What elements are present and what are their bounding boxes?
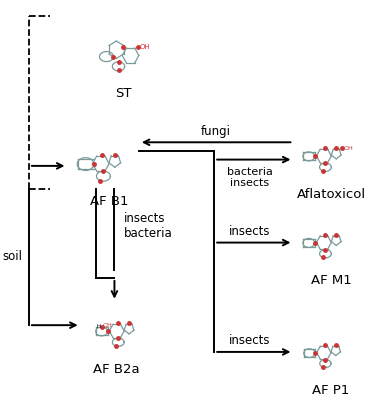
Text: insects
bacteria: insects bacteria bbox=[124, 212, 172, 240]
Text: ST: ST bbox=[116, 87, 132, 100]
Text: insects: insects bbox=[229, 225, 271, 238]
Text: bacteria
insects: bacteria insects bbox=[227, 167, 273, 188]
Text: fungi: fungi bbox=[201, 124, 231, 138]
Text: AF M1: AF M1 bbox=[311, 274, 351, 287]
Text: OH: OH bbox=[139, 44, 150, 50]
Text: OH: OH bbox=[343, 146, 353, 151]
Text: AF B1: AF B1 bbox=[89, 195, 128, 208]
Text: soil: soil bbox=[2, 250, 22, 263]
Text: AF P1: AF P1 bbox=[312, 384, 350, 397]
Text: Aflatoxicol: Aflatoxicol bbox=[296, 188, 366, 200]
Text: insects: insects bbox=[229, 334, 271, 347]
Text: OH: OH bbox=[103, 323, 113, 328]
Text: AF B2a: AF B2a bbox=[93, 362, 140, 376]
Text: H: H bbox=[96, 324, 100, 330]
